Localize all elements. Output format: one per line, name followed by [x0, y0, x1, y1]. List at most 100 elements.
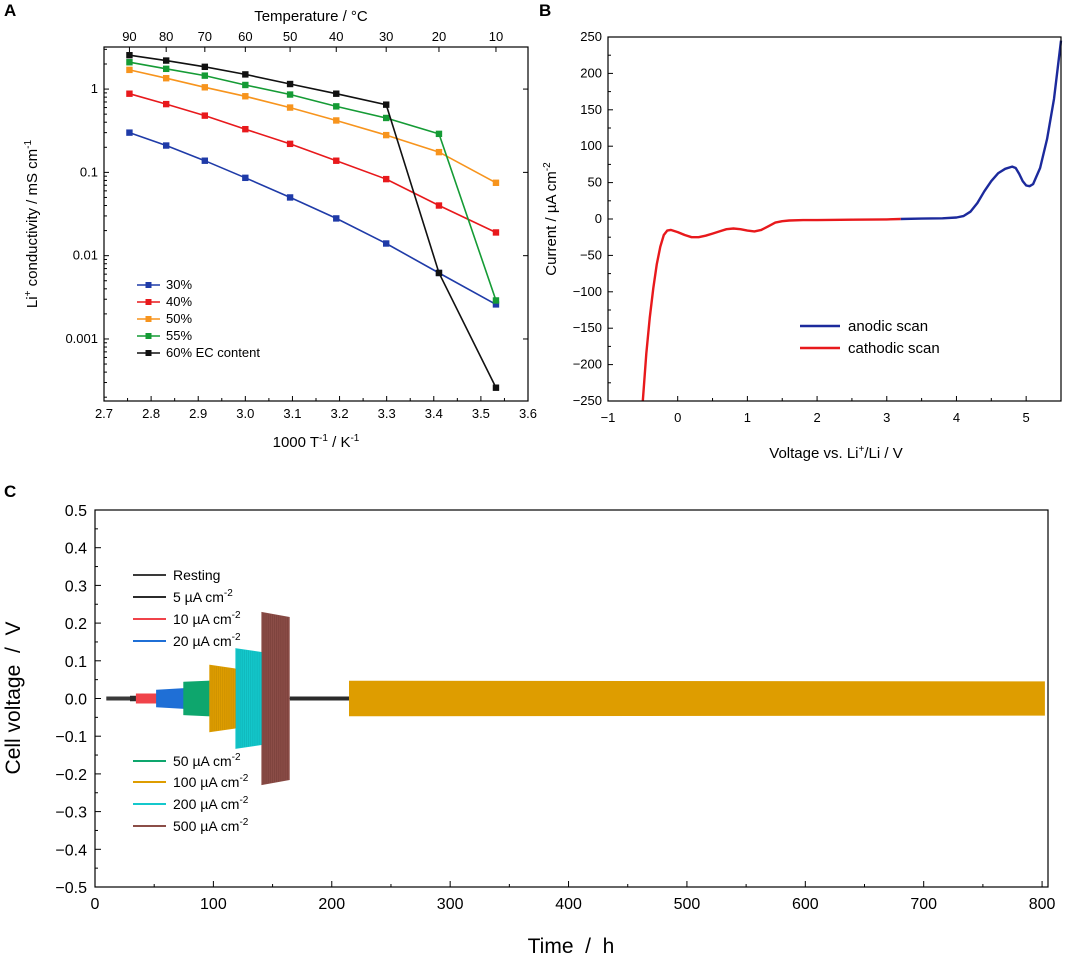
- chart-a-point-4: [435, 269, 443, 277]
- chart-c-x-tick-label: 0: [91, 896, 100, 913]
- chart-a-y-tick-label: 1: [91, 81, 98, 96]
- chart-a-x-tick-label: 3.4: [425, 406, 443, 421]
- chart-a-top-tick-label: 90: [122, 29, 136, 44]
- chart-c-y-tick-label: −0.5: [55, 880, 87, 897]
- chart-a-point-1: [242, 125, 249, 133]
- chart-a-point-2: [435, 148, 443, 156]
- chart-c-legend-label-2: 10 µA cm-2: [173, 610, 241, 627]
- chart-b-y-tick-label: 0: [595, 211, 602, 226]
- chart-a-point-0: [382, 240, 390, 247]
- chart-c-legend-label-0: Resting: [173, 567, 220, 583]
- chart-a-ticks: 2.7 2.8 2.9 3.0 3.1 3.2 3.3 3.4 3.5 3.6 0.001 0.01 0…: [65, 29, 537, 421]
- chart-a-point-1: [333, 157, 340, 164]
- chart-b-y-tick-label: −200: [573, 357, 602, 372]
- chart-a-point-3: [201, 72, 209, 79]
- chart-a-legend: 30% 40% 50% 55% 60% EC content: [137, 277, 260, 360]
- chart-b-series-line-0: [900, 40, 1063, 221]
- chart-c-y-tick-label: 0.3: [65, 578, 87, 595]
- chart-c-band-0-0: [106, 696, 131, 701]
- chart-c-x-axis-title: Time / h: [528, 935, 615, 958]
- chart-a-point-4: [126, 52, 133, 59]
- chart-b-legend: anodic scan cathodic scan: [800, 318, 940, 357]
- chart-a-point-2: [333, 117, 340, 124]
- chart-a-point-2: [201, 84, 209, 91]
- chart-b-x-axis-title: Voltage vs. Li+/Li / V: [769, 444, 902, 462]
- chart-a-y-tick-label: 0.001: [65, 331, 98, 346]
- chart-a-series: [126, 52, 500, 391]
- chart-c-series: [106, 611, 1045, 786]
- chart-a-top-tick-label: 70: [198, 29, 212, 44]
- chart-a-point-2: [286, 104, 294, 111]
- panel-label-c: C: [4, 482, 16, 501]
- chart-b-y-tick-label: −250: [573, 393, 602, 408]
- chart-b-y-tick-label: 200: [580, 65, 602, 80]
- chart-a-x-axis-title: 1000 T-1 / K-1: [273, 433, 360, 451]
- chart-a-top-axis-title: Temperature / °C: [254, 8, 368, 25]
- chart-c-legend-label-1: 5 µA cm-2: [173, 588, 233, 605]
- chart-a-x-tick-label: 3.6: [519, 406, 537, 421]
- chart-c-x-tick-label: 400: [555, 896, 582, 913]
- chart-a-legend-label-2: 50%: [166, 311, 192, 326]
- chart-a-x-tick-label: 3.0: [236, 406, 254, 421]
- chart-a-x-tick-label: 3.1: [283, 406, 301, 421]
- chart-b-x-tick-label: 0: [674, 410, 681, 425]
- chart-b-x-tick-label: 1: [744, 410, 751, 425]
- chart-a-point-1: [382, 175, 390, 183]
- chart-b-voltammetry: −1 0 1 2 3 4 5 −250 −200 −150 −100 −50 0 50 100 150 200 2…: [542, 29, 1063, 462]
- chart-b-y-tick-label: 50: [588, 175, 602, 190]
- chart-c-legend-label-6: 200 µA cm-2: [173, 795, 249, 812]
- chart-c-legend: Resting 5 µA cm-2 10 µA cm-2 20 µA cm-2 50 µ…: [133, 567, 249, 834]
- chart-a-point-0: [201, 157, 209, 164]
- chart-a-point-1: [126, 90, 133, 97]
- chart-a-point-4: [242, 71, 249, 78]
- chart-b-legend-label-1: cathodic scan: [848, 340, 940, 357]
- chart-b-y-axis-title: Current / µA cm-2: [542, 162, 560, 276]
- chart-a-x-tick-label: 3.2: [331, 406, 349, 421]
- chart-a-conductivity: Temperature / °C 2.7 2.8 2.9 3.0 3.1 3.2 3.3 3.…: [23, 8, 537, 451]
- chart-c-legend-label-4: 50 µA cm-2: [173, 752, 241, 769]
- chart-c-y-tick-label: −0.2: [55, 767, 87, 784]
- chart-a-legend-marker-1: [145, 299, 152, 305]
- chart-c-band-2-0: [135, 693, 158, 704]
- chart-a-top-tick-label: 60: [238, 29, 252, 44]
- chart-b-y-tick-label: 150: [580, 102, 602, 117]
- chart-a-point-3: [286, 91, 294, 98]
- chart-c-band-3-0: [156, 688, 185, 709]
- chart-a-series-line-2: [129, 69, 497, 184]
- chart-a-legend-label-1: 40%: [166, 294, 192, 309]
- chart-a-point-3: [492, 297, 500, 304]
- chart-b-x-tick-label: 5: [1023, 410, 1030, 425]
- chart-b-x-tick-label: 4: [953, 410, 960, 425]
- chart-b-y-tick-label: −50: [580, 247, 602, 262]
- chart-c-legend-label-3: 20 µA cm-2: [173, 632, 241, 649]
- chart-b-x-tick-label: −1: [601, 410, 616, 425]
- chart-a-point-4: [382, 101, 390, 108]
- chart-a-point-3: [333, 103, 340, 110]
- chart-c-x-tick-label: 500: [674, 896, 701, 913]
- chart-c-band-7-0: [261, 611, 290, 786]
- chart-c-x-tick-label: 300: [437, 896, 464, 913]
- chart-a-point-2: [492, 179, 500, 186]
- chart-a-y-axis-title: Li+ conductivity / mS cm-1: [23, 140, 41, 309]
- chart-a-point-0: [286, 194, 294, 201]
- chart-c-cycling: 0 100 200 300 400 500 600 700 800 −0.5 −0.4 −0.3 −0.…: [2, 503, 1056, 958]
- chart-a-x-tick-label: 2.9: [189, 406, 207, 421]
- chart-a-point-0: [492, 301, 500, 308]
- chart-c-x-tick-label: 600: [792, 896, 819, 913]
- panel-label-a: A: [4, 1, 16, 20]
- chart-c-band-1-1: [289, 696, 350, 701]
- chart-a-point-3: [126, 59, 133, 66]
- chart-a-y-tick-label: 0.1: [80, 164, 98, 179]
- chart-c-y-tick-label: −0.4: [55, 842, 87, 859]
- chart-a-top-tick-label: 50: [283, 29, 297, 44]
- chart-b-y-tick-label: 100: [580, 138, 602, 153]
- chart-c-x-tick-label: 700: [910, 896, 937, 913]
- chart-c-y-tick-label: 0.0: [65, 692, 87, 709]
- chart-a-point-0: [242, 174, 249, 182]
- chart-c-band-5-1: [349, 680, 1045, 717]
- chart-c-frame: [94, 509, 1049, 888]
- chart-c-y-axis-title: Cell voltage / V: [2, 622, 25, 775]
- chart-c-ticks: 0 100 200 300 400 500 600 700 800 −0.5 −0.4 −0.3 −0.…: [55, 503, 1055, 913]
- chart-c-x-tick-label: 100: [200, 896, 227, 913]
